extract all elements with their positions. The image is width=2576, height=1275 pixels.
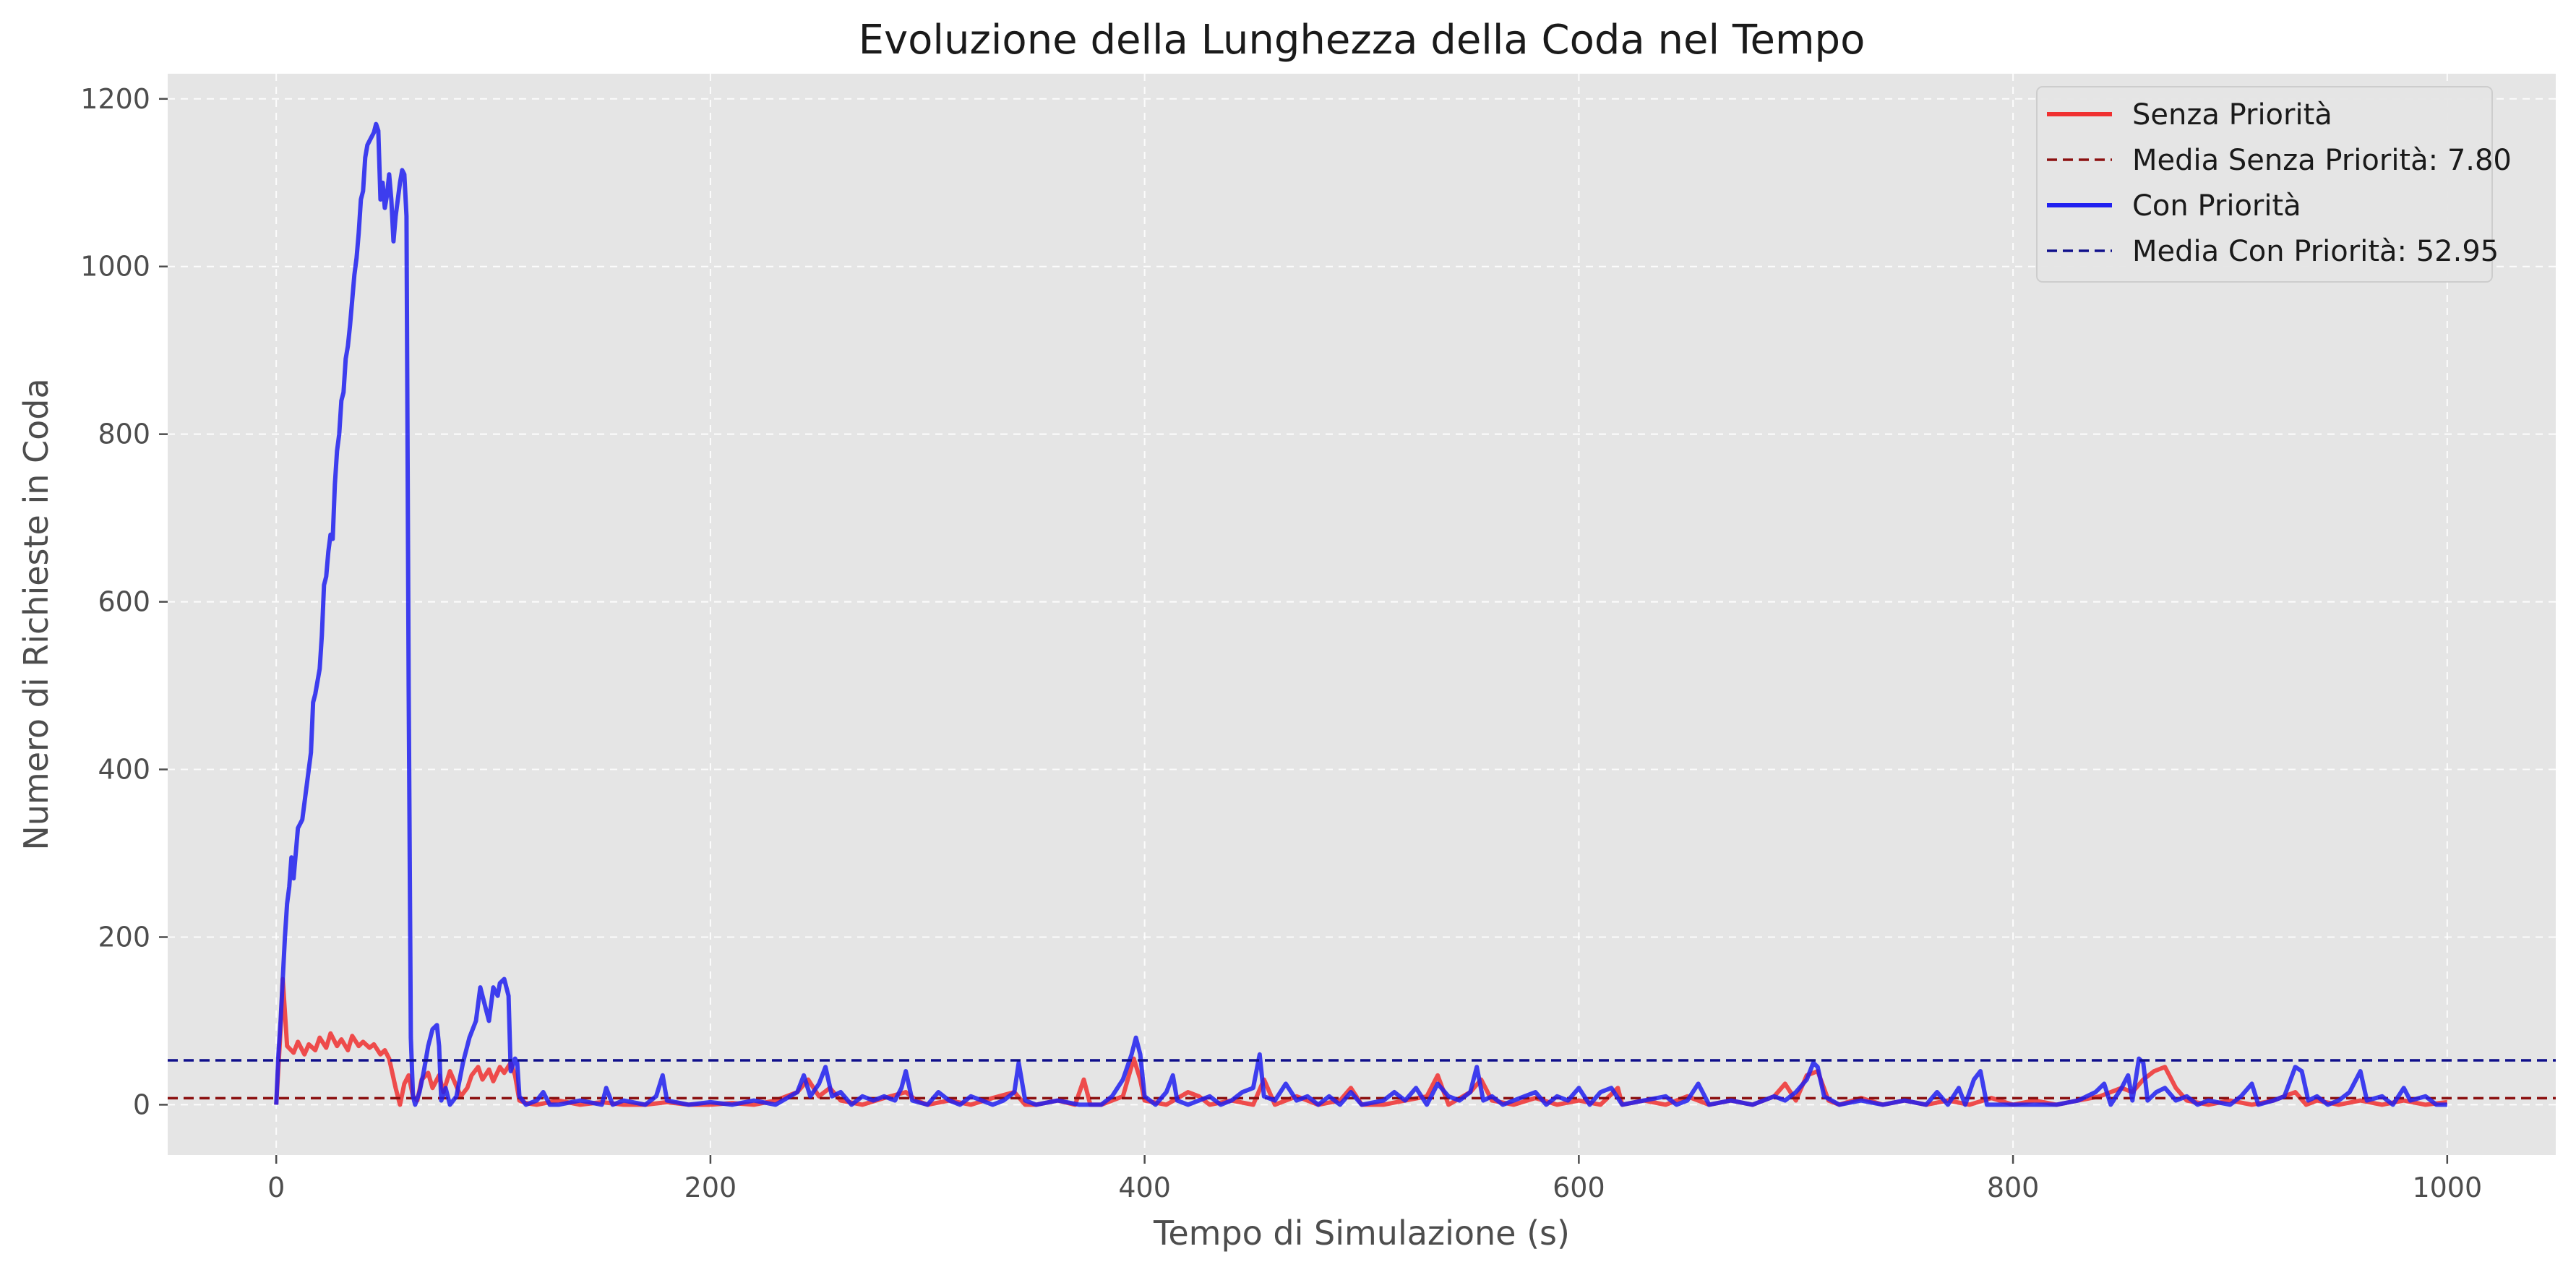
x-axis-label: Tempo di Simulazione (s) bbox=[1153, 1214, 1570, 1253]
y-tick-label: 1200 bbox=[80, 83, 150, 115]
series-group bbox=[168, 121, 2556, 1107]
y-axis-label: Numero di Richieste in Coda bbox=[17, 378, 56, 850]
legend-entry-con-priorita: Con Priorità bbox=[2132, 189, 2301, 223]
x-tick-label: 200 bbox=[684, 1172, 737, 1203]
y-tick-label: 400 bbox=[98, 754, 150, 786]
x-tick-label: 0 bbox=[267, 1172, 285, 1203]
series-line-con-priorita bbox=[274, 121, 2447, 1107]
legend-entry-media-senza-priorita: Media Senza Priorità: 7.80 bbox=[2132, 144, 2512, 177]
y-tick-label: 200 bbox=[98, 921, 150, 953]
legend-entry-senza-priorita: Senza Priorità bbox=[2132, 98, 2332, 132]
axis-ticks: 0 200 400 600 800 1000 0 200 400 600 800 1000 1200 bbox=[80, 83, 2482, 1203]
legend-entry-media-con-priorita: Media Con Priorità: 52.95 bbox=[2132, 235, 2499, 268]
y-tick-label: 800 bbox=[98, 418, 150, 450]
legend-box bbox=[2036, 86, 2493, 283]
series-line-senza-priorita bbox=[274, 976, 2448, 1107]
x-tick-label: 600 bbox=[1553, 1172, 1605, 1203]
y-tick-label: 1000 bbox=[80, 251, 150, 283]
chart-title: Evoluzione della Lunghezza della Coda ne… bbox=[859, 17, 1866, 64]
x-tick-label: 400 bbox=[1118, 1172, 1171, 1203]
x-tick-label: 800 bbox=[1987, 1172, 2040, 1203]
x-tick-label: 1000 bbox=[2412, 1172, 2482, 1203]
grid bbox=[168, 74, 2556, 1155]
legend: Senza Priorità Media Senza Priorità: 7.80… bbox=[2036, 86, 2512, 283]
y-tick-label: 600 bbox=[98, 586, 150, 618]
y-tick-label: 0 bbox=[133, 1089, 150, 1120]
